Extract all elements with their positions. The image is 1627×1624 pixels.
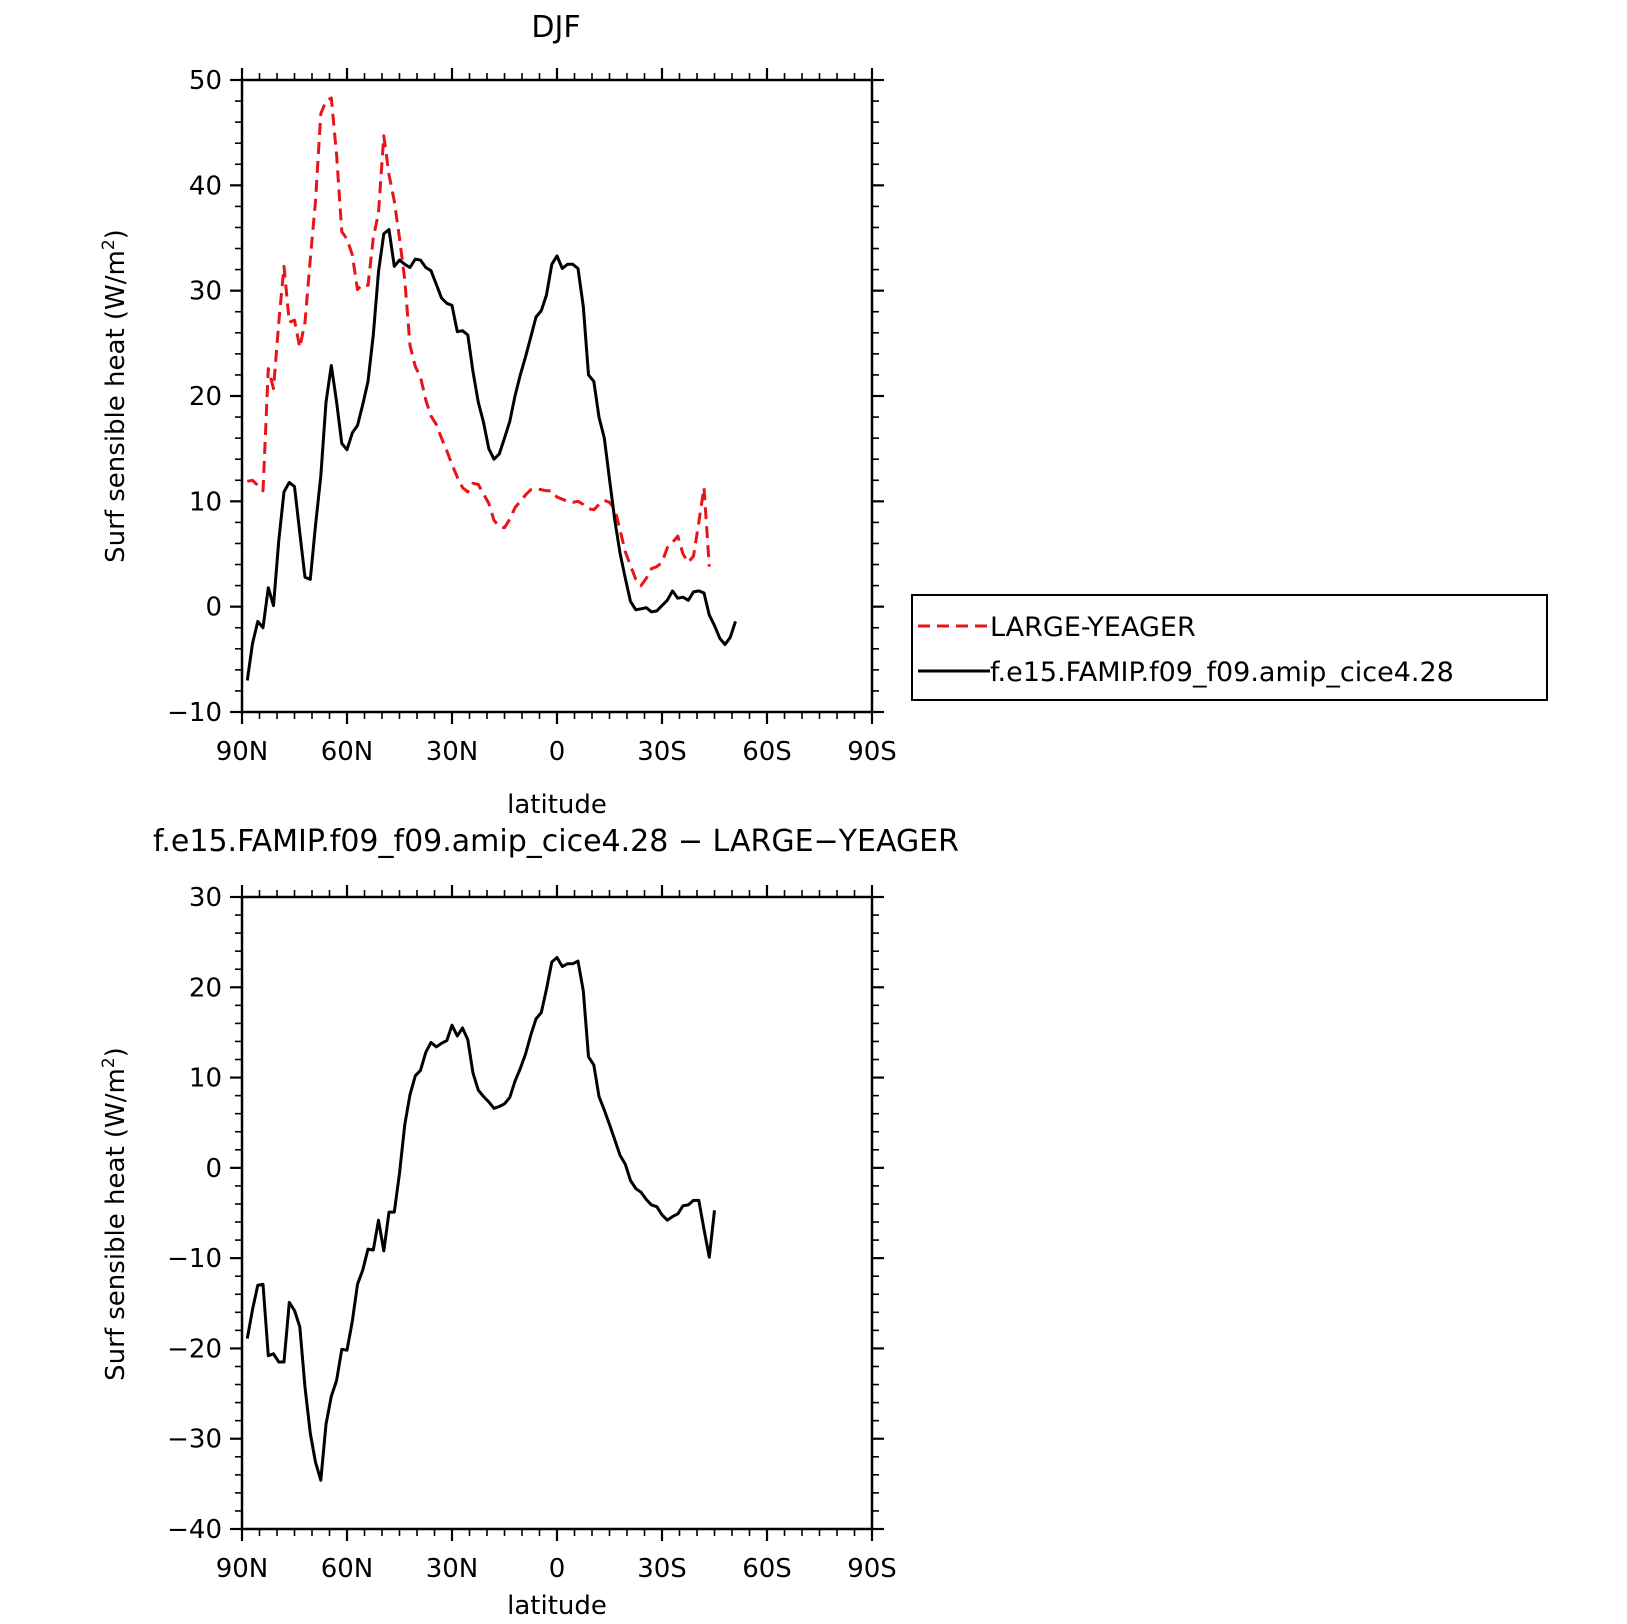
top-chart-y-tick-label: 40 xyxy=(189,171,222,201)
top-chart-x-tick-label: 0 xyxy=(549,737,566,767)
legend-label-large-yeager: LARGE-YEAGER xyxy=(990,612,1196,643)
top-chart-x-tick-label: 30N xyxy=(426,737,479,767)
top-chart-series-line-1 xyxy=(247,96,711,588)
top-chart-tick-labels: 90N 60N 30N 0 30S 60S 90S −10 0 10 20 30 40 50 xyxy=(167,66,897,767)
legend-label-famip: f.e15.FAMIP.f09_f09.amip_cice4.28 xyxy=(990,657,1454,688)
top-chart-y-tick-label: 50 xyxy=(189,66,222,96)
top-chart-series xyxy=(245,96,737,681)
bottom-chart-y-axis-label: Surf sensible heat (W/m2) xyxy=(99,1047,131,1381)
bottom-chart-x-axis-label: latitude xyxy=(507,1591,607,1621)
bottom-chart-x-tick-label: 0 xyxy=(549,1554,566,1584)
top-chart-legend: LARGE-YEAGER f.e15.FAMIP.f09_f09.amip_ci… xyxy=(911,594,1548,701)
top-chart-x-tick-label: 90S xyxy=(847,737,897,767)
bottom-chart-series-line-1 xyxy=(245,956,716,1482)
bottom-chart-x-tick-label: 30N xyxy=(426,1554,479,1584)
bottom-chart-y-tick-label: −30 xyxy=(167,1425,222,1455)
bottom-chart-x-tick-label: 90N xyxy=(216,1554,269,1584)
top-chart-title: DJF xyxy=(531,10,580,45)
bottom-chart-tick-labels: 90N 60N 30N 0 30S 60S 90S −40 −30 −20 −10 0 10 20 30 xyxy=(167,883,897,1584)
top-chart-x-tick-label: 60N xyxy=(321,737,374,767)
bottom-chart-x-tick-label: 60S xyxy=(742,1554,792,1584)
bottom-chart-y-tick-label: −10 xyxy=(167,1244,222,1274)
bottom-chart-series xyxy=(245,956,716,1482)
top-chart-x-tick-label: 90N xyxy=(216,737,269,767)
top-chart-y-tick-label: 0 xyxy=(205,593,222,623)
bottom-chart-x-tick-label: 90S xyxy=(847,1554,897,1584)
top-chart-y-tick-label: −10 xyxy=(167,698,222,728)
top-chart-x-tick-label: 30S xyxy=(637,737,687,767)
bottom-chart-y-tick-label: 10 xyxy=(189,1064,222,1094)
bottom-chart-y-tick-label: 20 xyxy=(189,973,222,1003)
top-chart-y-tick-label: 10 xyxy=(189,487,222,517)
top-chart-x-axis-label: latitude xyxy=(507,790,607,820)
bottom-chart-y-tick-label: 0 xyxy=(205,1154,222,1184)
legend-box xyxy=(911,594,1548,701)
top-chart-y-axis-label: Surf sensible heat (W/m2) xyxy=(99,229,131,563)
bottom-chart-y-tick-label: −40 xyxy=(167,1515,222,1545)
top-chart: DJF 90N 60N 30N 0 30S 60S 90S −10 0 10 20 30 40 50 la… xyxy=(99,10,1548,820)
bottom-chart-y-tick-label: −20 xyxy=(167,1334,222,1364)
bottom-chart: f.e15.FAMIP.f09_f09.amip_cice4.28 − LARG… xyxy=(99,824,959,1621)
top-chart-series-line-2 xyxy=(245,228,737,681)
bottom-chart-frame xyxy=(240,895,874,1531)
top-chart-y-tick-label: 20 xyxy=(189,382,222,412)
top-chart-frame xyxy=(240,78,874,714)
bottom-chart-title: f.e15.FAMIP.f09_f09.amip_cice4.28 − LARG… xyxy=(153,824,959,859)
bottom-chart-x-tick-label: 30S xyxy=(637,1554,687,1584)
top-chart-y-tick-label: 30 xyxy=(189,277,222,307)
bottom-chart-y-tick-label: 30 xyxy=(189,883,222,913)
bottom-chart-x-tick-label: 60N xyxy=(321,1554,374,1584)
top-chart-x-tick-label: 60S xyxy=(742,737,792,767)
